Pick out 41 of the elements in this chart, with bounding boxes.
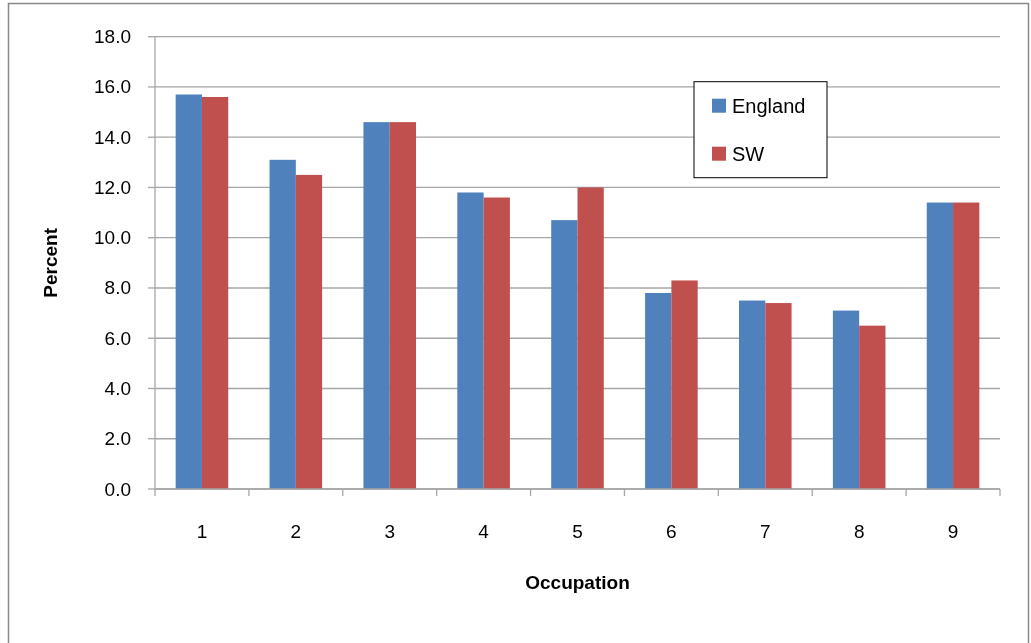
x-tick-label: 3 xyxy=(384,520,396,542)
y-tick-label: 18.0 xyxy=(94,26,131,48)
y-tick-label: 16.0 xyxy=(94,76,131,98)
x-axis-title: Occupation xyxy=(525,571,630,593)
bar xyxy=(765,303,792,489)
bar xyxy=(645,293,672,489)
y-tick-label: 2.0 xyxy=(104,428,131,450)
y-tick-label: 12.0 xyxy=(94,176,131,198)
y-tick-label: 8.0 xyxy=(104,277,131,299)
bar xyxy=(738,300,766,489)
y-axis-title: Percent xyxy=(39,227,61,298)
x-tick-label: 9 xyxy=(947,520,959,542)
bar xyxy=(671,280,698,489)
bar xyxy=(577,187,604,489)
bar xyxy=(551,220,578,489)
bar xyxy=(859,325,886,489)
x-tick-label: 5 xyxy=(572,520,583,542)
x-tick-label: 7 xyxy=(759,520,771,542)
x-tick-label: 4 xyxy=(478,520,490,542)
bar xyxy=(483,197,510,489)
bar xyxy=(926,202,954,489)
legend-label: England xyxy=(732,94,806,117)
bar xyxy=(363,122,390,489)
y-tick-label: 6.0 xyxy=(104,327,131,349)
bar xyxy=(295,174,323,489)
x-tick-label: 8 xyxy=(853,520,865,542)
legend-label: SW xyxy=(732,142,765,165)
x-tick-label: 2 xyxy=(290,520,302,542)
y-tick-label: 10.0 xyxy=(94,227,131,249)
bar xyxy=(389,122,417,489)
bar xyxy=(175,94,202,489)
bar xyxy=(953,202,980,489)
y-tick-label: 4.0 xyxy=(104,377,131,399)
y-tick-label: 14.0 xyxy=(94,126,131,148)
bar xyxy=(457,192,484,489)
bar xyxy=(201,97,229,489)
bar xyxy=(269,159,296,489)
y-tick-label: 0.0 xyxy=(104,478,131,500)
x-tick-label: 6 xyxy=(666,520,677,542)
x-tick-label: 1 xyxy=(196,520,208,542)
bar xyxy=(832,310,860,489)
